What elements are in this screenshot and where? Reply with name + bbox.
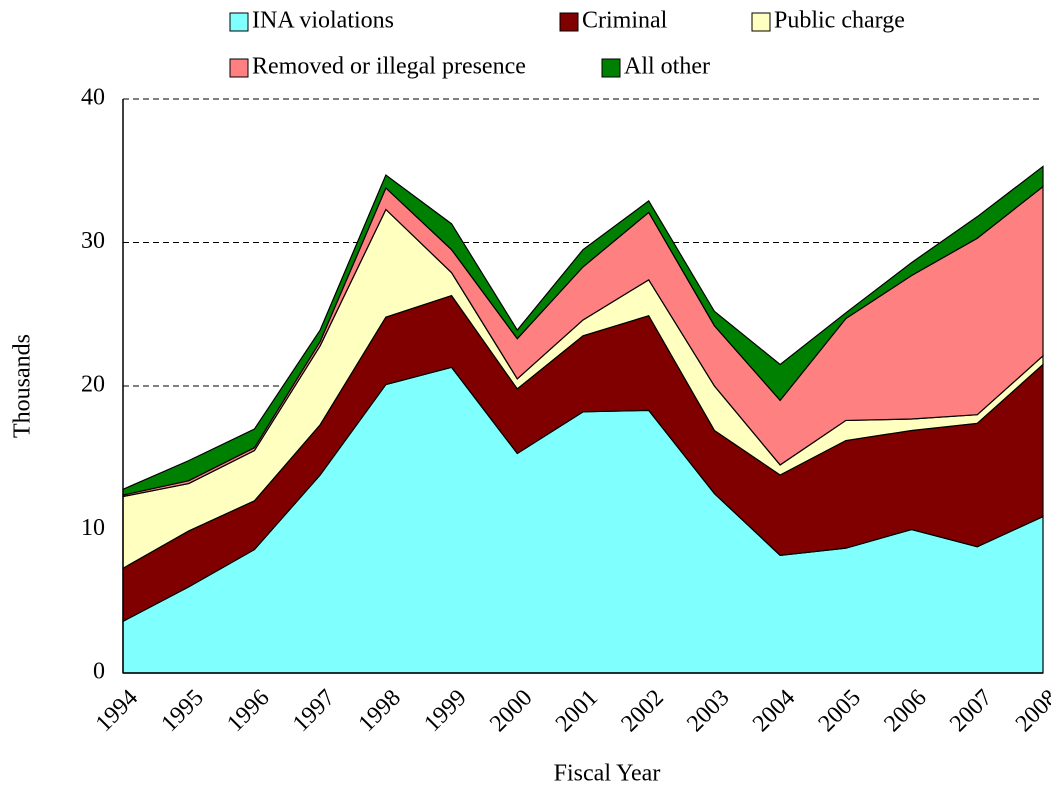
x-tick-label: 1995 xyxy=(157,685,209,737)
x-tick-label: 2001 xyxy=(551,685,603,737)
x-tick-label: 2002 xyxy=(617,685,669,737)
legend-label: All other xyxy=(624,54,710,80)
area xyxy=(122,165,1044,496)
y-tick-label: 30 xyxy=(81,228,105,254)
x-tick-label: 2000 xyxy=(485,685,537,737)
x-tick-label: 1999 xyxy=(419,685,471,737)
y-axis-title: Thousands xyxy=(10,334,36,438)
x-tick-label: 2005 xyxy=(814,685,866,737)
legend-label: Removed or illegal presence xyxy=(252,54,526,80)
legend-label: Criminal xyxy=(582,8,668,34)
x-tick-label: 2006 xyxy=(879,685,931,737)
legend-swatch xyxy=(229,58,249,78)
x-tick-label: 1994 xyxy=(91,685,143,737)
legend-label: Public charge xyxy=(774,8,905,34)
y-tick-label: 20 xyxy=(81,372,105,398)
x-tick-label: 1997 xyxy=(288,685,340,737)
x-tick-label: 2007 xyxy=(945,685,997,737)
x-tick-label: 2003 xyxy=(682,685,734,737)
x-axis-title: Fiscal Year xyxy=(554,761,661,787)
legend-swatch xyxy=(559,12,579,32)
legend-swatch xyxy=(751,12,771,32)
y-tick-label: 40 xyxy=(81,85,105,111)
legend-swatch xyxy=(229,12,249,32)
x-tick-label: 1996 xyxy=(222,685,274,737)
legend-label: INA violations xyxy=(252,8,394,34)
y-tick-label: 10 xyxy=(81,515,105,541)
legend-swatch xyxy=(601,58,621,78)
x-tick-label: 2008 xyxy=(1011,685,1051,737)
x-tick-label: 1998 xyxy=(354,685,406,737)
x-tick-label: 2004 xyxy=(748,685,800,737)
y-tick-label: 0 xyxy=(93,659,105,685)
